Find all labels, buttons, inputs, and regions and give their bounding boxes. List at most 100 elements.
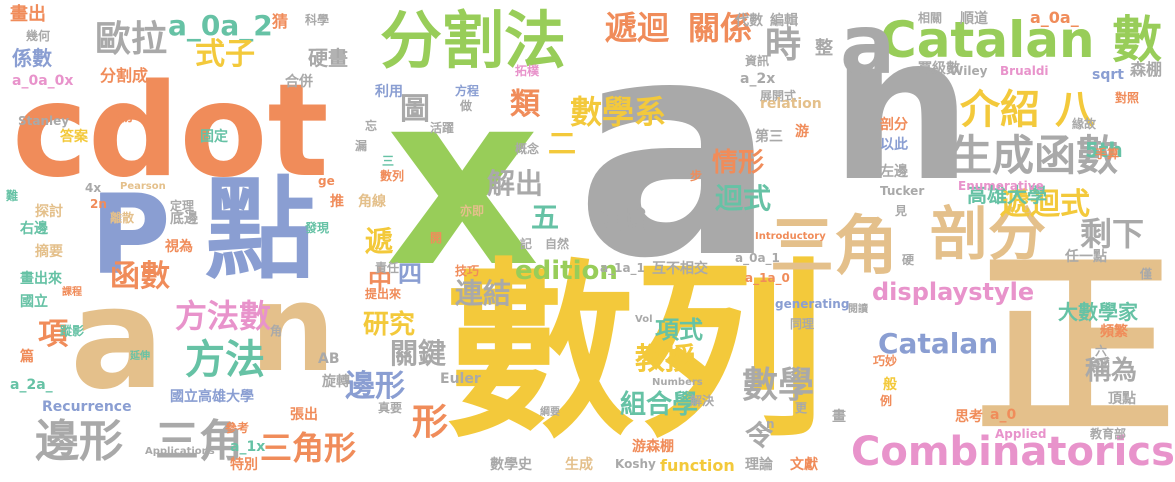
word: 摘要 [35, 244, 63, 260]
word: 自然 [545, 237, 570, 251]
word: 同理 [790, 317, 815, 331]
word: 數學系 [570, 93, 667, 131]
word: 固定 [200, 129, 228, 145]
word: 正 [975, 231, 1175, 464]
word: 迴式 [715, 182, 772, 215]
word: 森棚 [1130, 60, 1163, 79]
word: 游 [795, 124, 809, 140]
word: a_0a_2 [168, 9, 273, 42]
word: 右邊 [20, 221, 48, 237]
word: function [660, 456, 735, 475]
word: 答案 [60, 129, 88, 145]
word: 三 [382, 154, 395, 168]
word: 課程 [62, 287, 82, 298]
word: 生成 [565, 457, 593, 473]
word: 般 [883, 377, 897, 393]
word: 頂點 [1108, 391, 1136, 407]
word: 遞 [365, 225, 394, 258]
word: 研究 [363, 310, 416, 340]
word: 方法數 [175, 297, 272, 335]
word: 硬畫 [308, 46, 348, 70]
word: 圖 [400, 92, 430, 127]
word: 連結 [455, 277, 512, 310]
word: Enumerative [958, 179, 1044, 193]
word: 記 [520, 237, 533, 251]
word: 左邊 [880, 164, 908, 180]
word: 冪級數 [918, 61, 960, 77]
word: 4x [85, 181, 102, 195]
word: 忘 [365, 119, 378, 133]
word: P [90, 171, 171, 299]
word: 責任 [375, 261, 400, 275]
word: 高中 [1090, 361, 1110, 372]
word: n [830, 0, 973, 226]
word: 整 [815, 38, 833, 59]
word: 底邊 [170, 211, 198, 227]
word: 國立高雄大學 [170, 389, 254, 405]
word: sqrt [1092, 67, 1124, 83]
word: 剩下 [1080, 215, 1145, 253]
word: cdot [12, 57, 329, 206]
word: 2n [90, 197, 107, 211]
word: 遞迴 [605, 9, 670, 47]
word: 稱為 [1085, 356, 1138, 386]
word: 任一點 [1065, 249, 1107, 265]
word: 剖分 [880, 117, 908, 133]
word: a_0a_1 [735, 251, 780, 265]
word: 介紹 [960, 87, 1040, 133]
word: 緣故 [1072, 117, 1097, 131]
word: 五 [531, 201, 560, 234]
word: 生成函數 [950, 131, 1119, 180]
word: 更 [795, 401, 808, 415]
word: 利用 [375, 84, 403, 100]
word: Koshy [615, 457, 656, 471]
word: 分割成 [100, 66, 149, 85]
word: 閱讀 [848, 304, 868, 315]
word: 遞迴式 [1000, 187, 1090, 222]
word: 綱要 [540, 407, 560, 418]
word: 剖分 [930, 200, 1047, 268]
word: Pearson [120, 181, 166, 192]
word: 分割法 [380, 4, 567, 77]
word: 視為 [165, 239, 193, 255]
word: 式子 [195, 37, 255, 72]
word: 資訊 [745, 54, 770, 68]
word: 活躍 [430, 121, 455, 135]
word: 旋轉 [322, 374, 350, 390]
word: 探討 [35, 204, 63, 220]
word: 數學史 [490, 457, 532, 473]
word: 例 [880, 394, 893, 408]
word: a_0a_ [1030, 8, 1079, 27]
word: 游森棚 [632, 439, 674, 455]
word: 六 [1095, 344, 1108, 358]
word: 技巧 [455, 264, 480, 278]
word: 數列 [380, 169, 405, 183]
word: 理論 [745, 457, 773, 473]
word: 數學 [742, 365, 815, 406]
word: AB [318, 351, 340, 367]
word: a_2x [740, 71, 776, 87]
word: 八 [1055, 87, 1095, 133]
word: a [840, 0, 896, 93]
word: displaystyle [872, 278, 1035, 306]
word: 四 [398, 260, 422, 288]
word: 延伸 [130, 351, 150, 362]
word: 手算 [1095, 147, 1120, 161]
word: 硬 [902, 253, 915, 267]
word: n [250, 260, 336, 399]
word: Wiley [950, 64, 988, 78]
word: 項式 [655, 316, 703, 344]
word: 真要 [378, 401, 403, 415]
word: 情形 [712, 148, 765, 178]
word: 張出 [290, 407, 318, 423]
word: 幾何 [26, 29, 51, 43]
word: Brualdi [1000, 64, 1049, 78]
word: 離散 [110, 211, 135, 225]
word: 方法 [185, 337, 265, 383]
word: 領域 [598, 206, 646, 234]
word: 點 [205, 166, 315, 294]
word: 角 [270, 324, 283, 338]
word: 歐拉 [95, 19, 168, 60]
word: 高雄大學 [967, 183, 1047, 207]
